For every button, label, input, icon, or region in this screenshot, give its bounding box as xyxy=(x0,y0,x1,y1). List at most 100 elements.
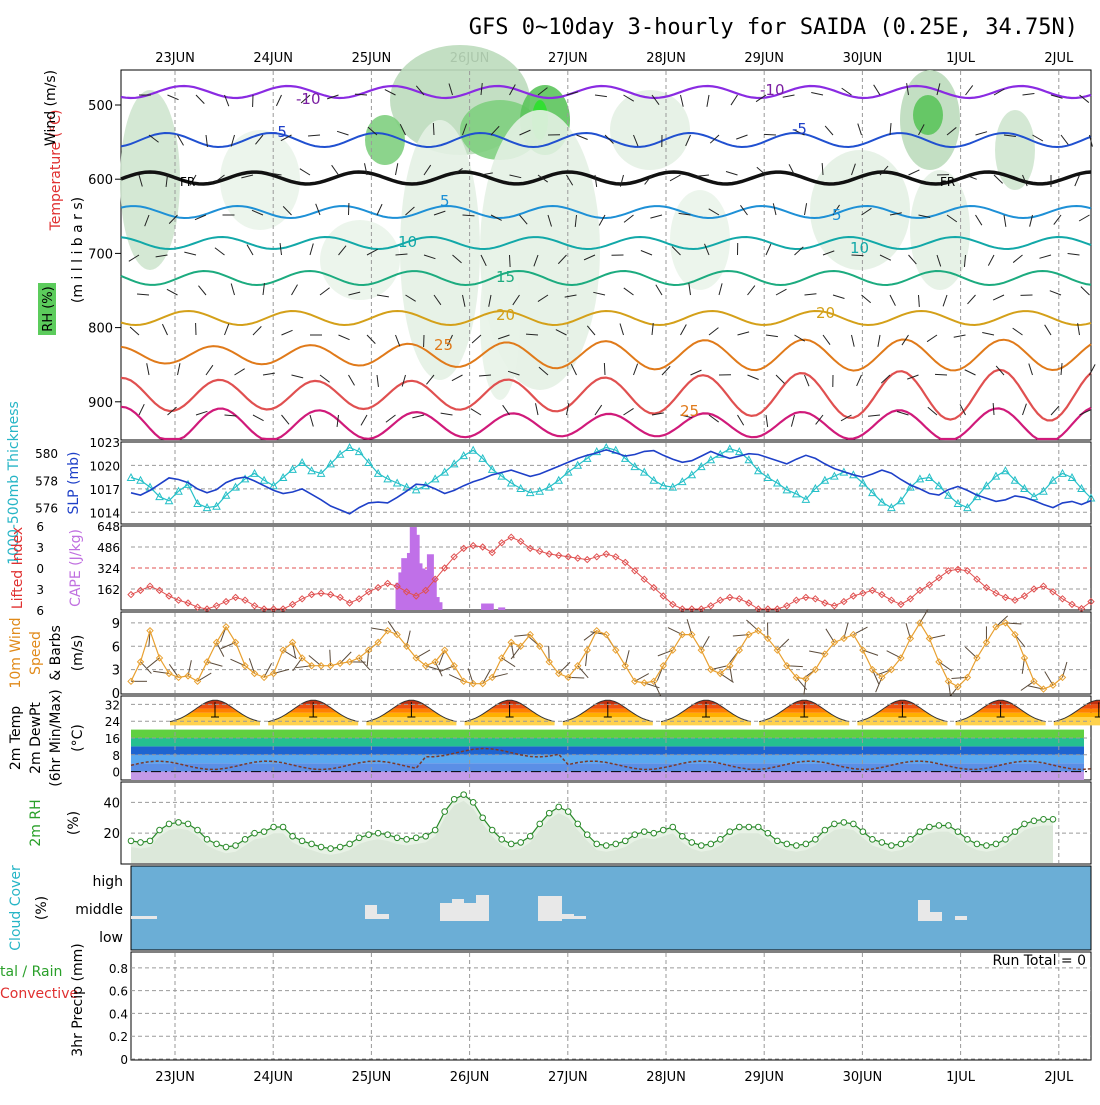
rh-point xyxy=(432,827,438,833)
rh-point xyxy=(698,843,704,849)
label-minus5-a: -5 xyxy=(272,123,287,141)
rh-point xyxy=(737,824,743,830)
rh-point xyxy=(499,837,505,843)
rh-point xyxy=(565,809,571,815)
rh-point xyxy=(1003,837,1009,843)
rh-point xyxy=(965,837,971,843)
rh-point xyxy=(727,829,733,835)
rh-point xyxy=(860,829,866,835)
rh-point xyxy=(518,840,524,846)
cape-bar xyxy=(487,604,494,610)
lifted-tick-label: 0 xyxy=(36,562,44,576)
rh-point xyxy=(214,841,220,847)
thickness-tick-label: 580 xyxy=(35,447,58,461)
temp-band xyxy=(131,730,1084,738)
rh-point xyxy=(936,823,942,829)
rh-point xyxy=(946,823,952,829)
precip-label-c: 3hr Precip (mm) xyxy=(70,943,86,1056)
day-label-bottom: 26JUN xyxy=(450,1070,490,1085)
cloud-block xyxy=(476,895,489,921)
wind10m-label-c: & Barbs xyxy=(48,625,64,681)
day-label-bottom: 1JUL xyxy=(946,1070,976,1085)
rh-point xyxy=(993,841,999,847)
lifted-tick-label: 3 xyxy=(36,541,44,555)
rh-point xyxy=(879,840,885,846)
cloud-block xyxy=(440,903,452,921)
temp-band xyxy=(131,772,1084,780)
cloud-unit: (%) xyxy=(34,896,50,920)
wind-barb xyxy=(604,363,605,375)
rh-blob xyxy=(670,190,730,290)
rh-point xyxy=(356,835,362,841)
rh-point xyxy=(1022,821,1028,827)
rh-point xyxy=(746,824,752,830)
temp2m-label-a: 2m Temp xyxy=(8,706,24,770)
rh2m-unit: (%) xyxy=(66,811,82,835)
rh-point xyxy=(679,833,685,839)
cloud-tick-high: high xyxy=(92,874,123,890)
precip-tick-label: 0.8 xyxy=(109,962,128,976)
rh-label: RH (%) xyxy=(41,286,56,331)
rh-point xyxy=(204,837,210,843)
slp-tick-label: 1023 xyxy=(89,436,120,450)
precip-tick-label: 0.4 xyxy=(109,1007,128,1021)
temp-tick-label: 16 xyxy=(105,732,120,746)
rh-point xyxy=(451,796,457,802)
rh-point xyxy=(185,821,191,827)
rh-point xyxy=(128,838,134,844)
rh2m-label: 2m RH xyxy=(28,799,44,846)
slp-tick-label: 1020 xyxy=(89,459,120,473)
cape-tick-label: 162 xyxy=(97,583,120,597)
rh-point xyxy=(803,841,809,847)
rh-point xyxy=(917,829,923,835)
day-label-top: 23JUN xyxy=(155,51,195,66)
label-10-a: 10 xyxy=(398,233,417,251)
label-25-b: 25 xyxy=(680,402,699,420)
rh-point xyxy=(366,832,372,838)
rh-point xyxy=(442,809,448,815)
wind-tick-label: 9 xyxy=(112,617,120,632)
precip-label-a: tal / Rain xyxy=(0,964,62,980)
rh-point xyxy=(556,804,562,810)
cloud-label: Cloud Cover xyxy=(8,865,24,951)
label-20-a: 20 xyxy=(496,306,515,324)
precip-tick-label: 0.6 xyxy=(109,985,128,999)
cloud-block xyxy=(955,916,967,920)
rh-point xyxy=(832,821,838,827)
day-label-bottom: 29JUN xyxy=(744,1070,784,1085)
label-5-a: 5 xyxy=(440,192,450,210)
rh-point xyxy=(546,810,552,816)
rh-point xyxy=(337,844,343,850)
cloud-block xyxy=(930,912,942,921)
cloud-frame xyxy=(131,866,1091,950)
slp-tick-label: 1014 xyxy=(89,506,120,520)
y-tick-label: 500 xyxy=(88,99,113,114)
rh-point xyxy=(299,838,305,844)
rh-point xyxy=(718,837,724,843)
rh-point xyxy=(641,829,647,835)
cloud-block xyxy=(464,903,476,921)
day-label-top: 2JUL xyxy=(1044,51,1074,66)
rh-point xyxy=(784,841,790,847)
rh-point xyxy=(822,827,828,833)
rh-tick-label: 40 xyxy=(103,796,120,811)
rh-point xyxy=(280,824,286,830)
label-10-b: 10 xyxy=(850,239,869,257)
lifted-tick-label: 6 xyxy=(36,520,44,534)
rh-point xyxy=(651,830,657,836)
lifted-tick-label: 3 xyxy=(36,583,44,597)
rh-point xyxy=(413,835,419,841)
rh-point xyxy=(974,841,980,847)
rh-point xyxy=(157,827,163,833)
wind-tick-label: 6 xyxy=(112,640,120,655)
wind-barb xyxy=(510,255,511,267)
rh-point xyxy=(347,841,353,847)
wind10m-unit: (m/s) xyxy=(70,635,86,672)
rh-point xyxy=(660,827,666,833)
label-20-b: 20 xyxy=(816,304,835,322)
day-label-bottom: 23JUN xyxy=(155,1070,195,1085)
